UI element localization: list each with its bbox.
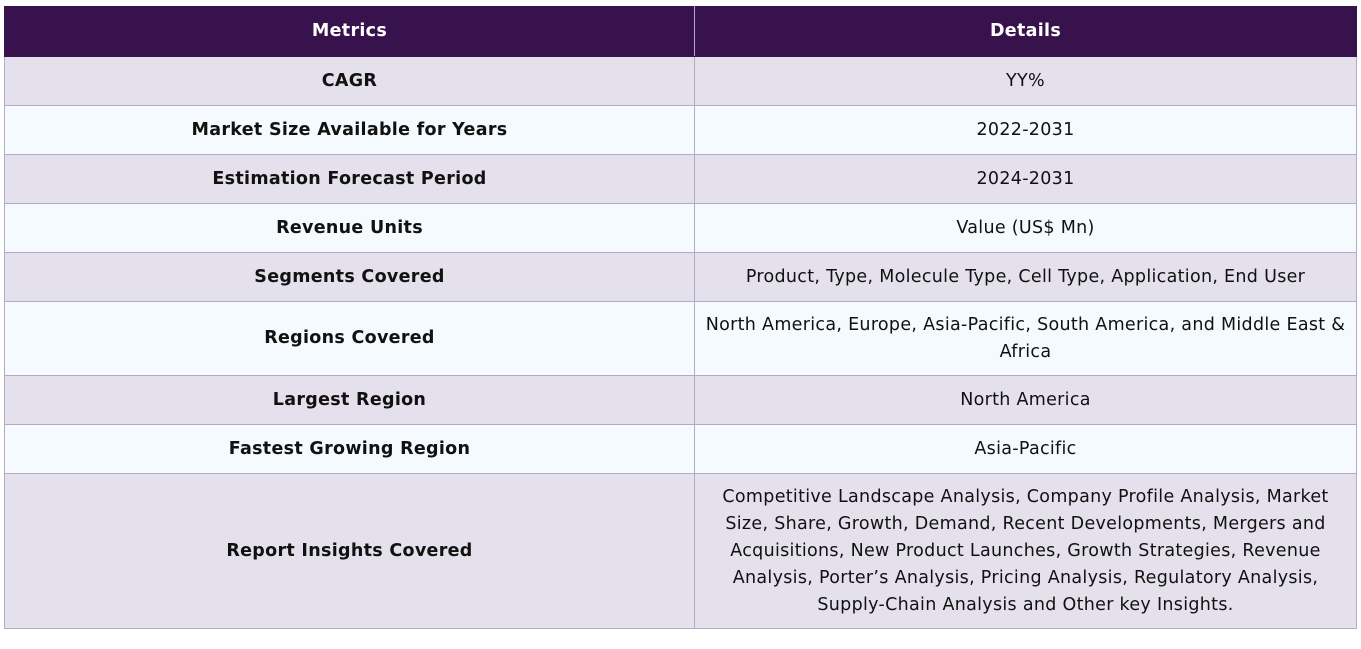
metric-cell: Segments Covered <box>4 252 695 302</box>
details-cell: Competitive Landscape Analysis, Company … <box>694 473 1357 629</box>
table-row: Fastest Growing Region Asia-Pacific <box>4 424 1357 474</box>
details-cell: 2024-2031 <box>694 154 1357 204</box>
table-row: Report Insights Covered Competitive Land… <box>4 473 1357 629</box>
metric-cell: Largest Region <box>4 375 695 425</box>
table-row: Market Size Available for Years 2022-203… <box>4 105 1357 155</box>
metric-cell: Revenue Units <box>4 203 695 253</box>
details-cell: YY% <box>694 56 1357 106</box>
metric-cell: Fastest Growing Region <box>4 424 695 474</box>
table-row: Estimation Forecast Period 2024-2031 <box>4 154 1357 204</box>
details-column-header: Details <box>694 6 1357 57</box>
details-cell: North America, Europe, Asia-Pacific, Sou… <box>694 301 1357 376</box>
metric-cell: CAGR <box>4 56 695 106</box>
details-cell: 2022-2031 <box>694 105 1357 155</box>
details-cell: Asia-Pacific <box>694 424 1357 474</box>
metric-cell: Estimation Forecast Period <box>4 154 695 204</box>
details-cell: North America <box>694 375 1357 425</box>
report-metrics-table: Metrics Details CAGR YY% Market Size Ava… <box>4 6 1357 629</box>
details-cell: Value (US$ Mn) <box>694 203 1357 253</box>
metrics-column-header: Metrics <box>4 6 695 57</box>
table-row: CAGR YY% <box>4 56 1357 106</box>
table-row: Regions Covered North America, Europe, A… <box>4 301 1357 376</box>
table-header-row: Metrics Details <box>4 6 1357 57</box>
table-row: Revenue Units Value (US$ Mn) <box>4 203 1357 253</box>
table-row: Segments Covered Product, Type, Molecule… <box>4 252 1357 302</box>
metric-cell: Regions Covered <box>4 301 695 376</box>
metric-cell: Market Size Available for Years <box>4 105 695 155</box>
details-cell: Product, Type, Molecule Type, Cell Type,… <box>694 252 1357 302</box>
table-row: Largest Region North America <box>4 375 1357 425</box>
metric-cell: Report Insights Covered <box>4 473 695 629</box>
